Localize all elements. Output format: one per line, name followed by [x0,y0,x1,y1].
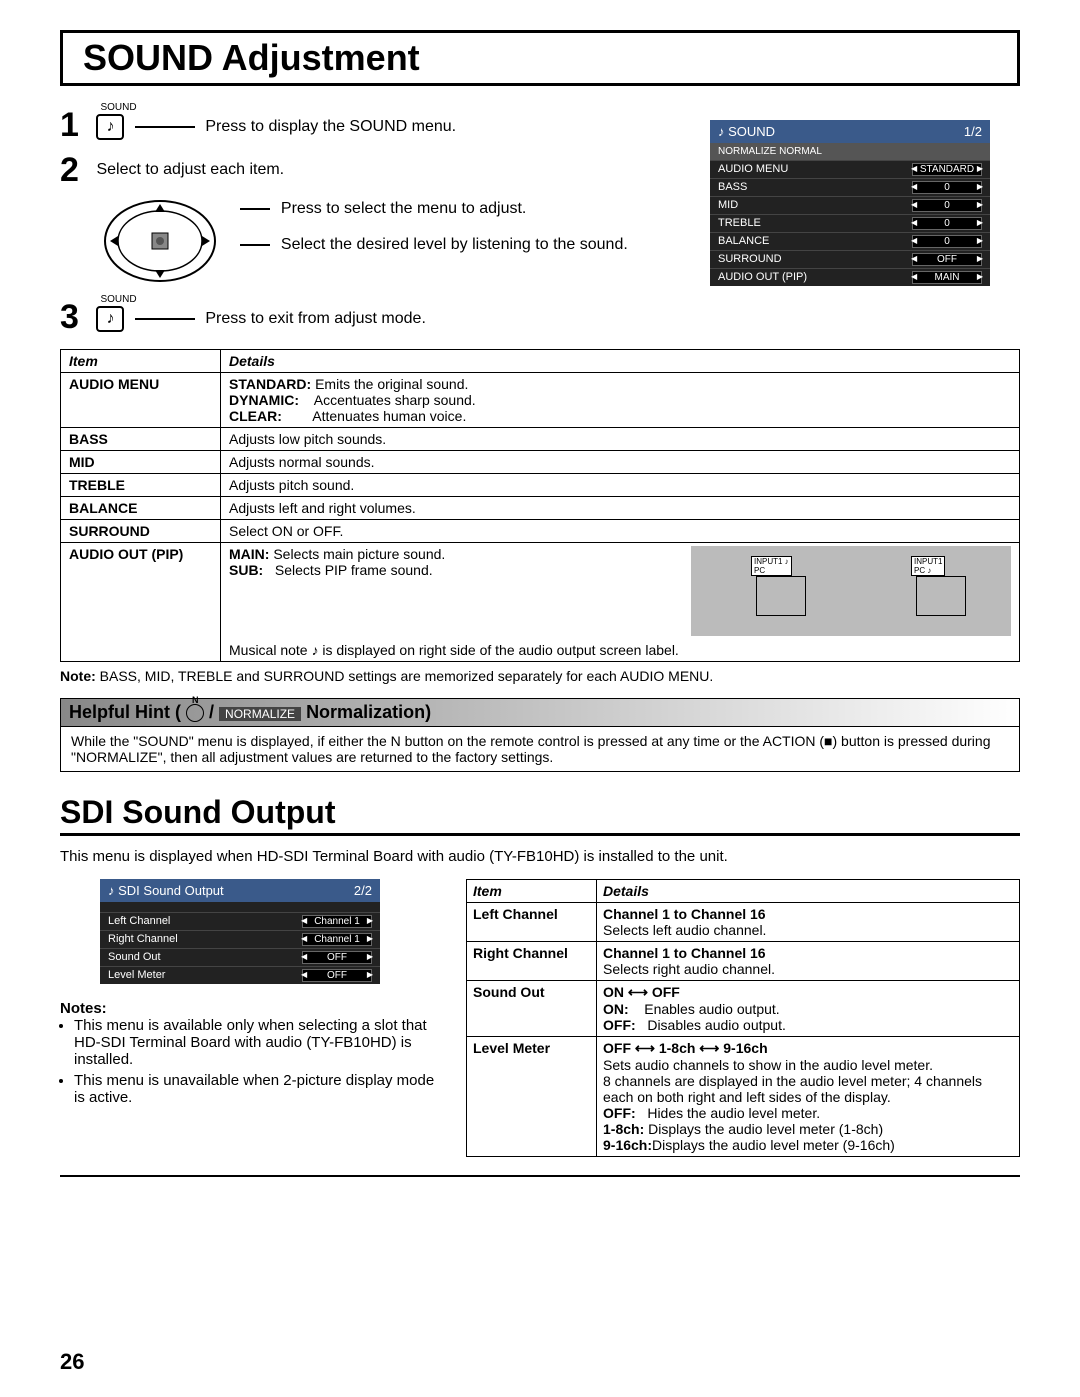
pip-foot: Musical note ♪ is displayed on right sid… [229,642,1011,658]
pip-box-2 [916,576,966,616]
osd-sdi-row: Level MeterOFF [100,966,380,984]
sdi-row-sound-out: Sound Out ON ⟷ OFF ON: Enables audio out… [467,981,1020,1037]
hint-header: Helpful Hint ( / NORMALIZE Normalization… [60,698,1020,727]
osd-sdi-panel: ♪ SDI Sound Output 2/2 Left ChannelChann… [100,879,380,984]
sound-button-icon: SOUND♪ [96,114,124,140]
dpad-icon [100,196,220,286]
osd-row: MID0 [710,196,990,214]
n-button-icon [186,704,204,722]
sdi-notes-list: This menu is available only when selecti… [60,1017,440,1106]
step-1-text: Press to display the SOUND menu. [205,118,456,135]
osd-sound-panel: ♪ SOUND 1/2 NORMALIZE NORMAL AUDIO MENUS… [710,120,990,286]
hint-body: While the "SOUND" menu is displayed, if … [60,727,1020,772]
note-line: Note: Note: BASS, MID, TREBLE and SURROU… [60,668,1020,684]
sdi-title: SDI Sound Output [60,794,1020,836]
row-audio-menu: AUDIO MENU STANDARD: Emits the original … [61,373,1020,428]
osd-row: BASS0 [710,178,990,196]
sdi-row-right: Right Channel Channel 1 to Channel 16Sel… [467,942,1020,981]
osd-page: 1/2 [964,124,982,139]
sound-button-icon-2: SOUND♪ [96,306,124,332]
normalize-badge: NORMALIZE [219,707,301,721]
sound-items-table: Item Details AUDIO MENU STANDARD: Emits … [60,349,1020,662]
sdi-notes-heading: Notes: [60,1000,440,1017]
th-item: Item [61,350,221,373]
pip-diagram: INPUT1 ♪PC INPUT1PC ♪ [691,546,1011,636]
bottom-rule [60,1175,1020,1177]
step-2-num: 2 [60,151,92,190]
connector-line-2b [240,244,270,246]
osd-sdi-row: Sound OutOFF [100,948,380,966]
osd-sdi-page: 2/2 [354,883,372,898]
step-2-sub2: Select the desired level by listening to… [281,236,628,253]
row-treble: TREBLEAdjusts pitch sound. [61,474,1020,497]
sound-button-label-2: SOUND [100,294,136,305]
osd-row: AUDIO MENUSTANDARD [710,160,990,178]
sdi-row-left: Left Channel Channel 1 to Channel 16Sele… [467,903,1020,942]
row-audio-out-pip: AUDIO OUT (PIP) MAIN: Selects main pictu… [61,543,1020,662]
step-1-num: 1 [60,106,92,145]
step-3: 3 SOUND♪ Press to exit from adjust mode. [60,298,1020,337]
osd-sdi-title: ♪ SDI Sound Output [108,883,224,898]
connector-line-2a [240,208,270,210]
pip-box-1 [756,576,806,616]
osd-sub: NORMALIZE NORMAL [710,143,990,160]
row-surround: SURROUNDSelect ON or OFF. [61,520,1020,543]
pip-tag-1: INPUT1 ♪PC [751,556,792,576]
step-3-text: Press to exit from adjust mode. [205,310,426,327]
th-details: Details [221,350,1020,373]
osd-title: ♪ SOUND [718,124,775,139]
osd-row: SURROUNDOFF [710,250,990,268]
connector-line-3 [135,318,195,320]
sdi-items-table: Item Details Left Channel Channel 1 to C… [466,879,1020,1157]
sdi-note-item: This menu is available only when selecti… [74,1017,440,1068]
sdi-note-item: This menu is unavailable when 2-picture … [74,1072,440,1106]
step-2-text: Select to adjust each item. [96,151,284,179]
osd-row: AUDIO OUT (PIP)MAIN [710,268,990,286]
sdi-row-level-meter: Level Meter OFF ⟷ 1-8ch ⟷ 9-16ch Sets au… [467,1037,1020,1157]
connector-line [135,126,195,128]
osd-sdi-header: ♪ SDI Sound Output 2/2 [100,879,380,902]
row-bass: BASSAdjusts low pitch sounds. [61,428,1020,451]
sdi-intro: This menu is displayed when HD-SDI Termi… [60,848,1020,865]
row-mid: MIDAdjusts normal sounds. [61,451,1020,474]
sdi-th-details: Details [597,880,1020,903]
sound-button-label: SOUND [100,102,136,113]
title-frame: SOUND Adjustment [60,30,1020,86]
osd-row: BALANCE0 [710,232,990,250]
osd-sdi-row: Left ChannelChannel 1 [100,912,380,930]
osd-row: TREBLE0 [710,214,990,232]
page-title: SOUND Adjustment [83,37,997,79]
step-3-num: 3 [60,298,92,337]
page-number: 26 [60,1349,84,1375]
pip-tag-2: INPUT1PC ♪ [911,556,945,576]
row-balance: BALANCEAdjusts left and right volumes. [61,497,1020,520]
step-2-sub1: Press to select the menu to adjust. [281,200,526,217]
sdi-th-item: Item [467,880,597,903]
osd-sdi-row: Right ChannelChannel 1 [100,930,380,948]
item-audio-menu: AUDIO MENU [61,373,221,428]
osd-header: ♪ SOUND 1/2 [710,120,990,143]
